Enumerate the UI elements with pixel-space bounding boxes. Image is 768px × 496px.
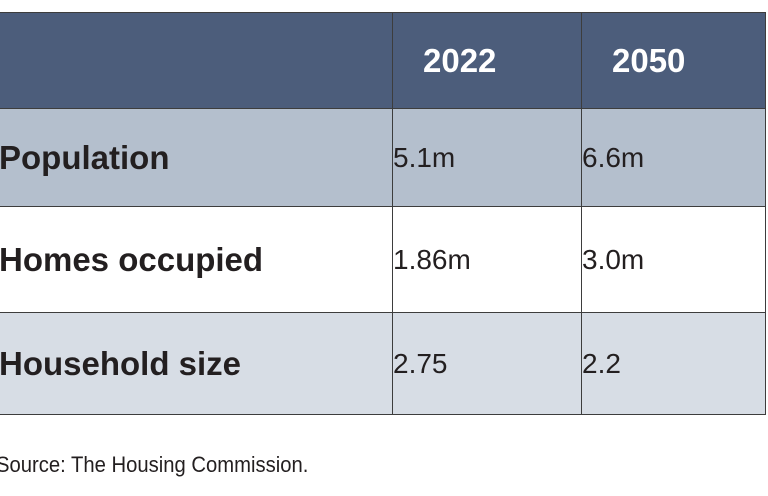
table-header-row: 2022 2050 [0, 12, 766, 109]
data-table: 2022 2050 Population 5.1m 6.6m Homes occ… [0, 12, 766, 415]
table-row: Population 5.1m 6.6m [0, 108, 766, 207]
value-2022: 2.75 [392, 312, 582, 415]
table-row: Household size 2.75 2.2 [0, 312, 766, 415]
value-2050: 2.2 [581, 312, 766, 415]
row-label: Population [0, 108, 393, 207]
header-cell-2022: 2022 [392, 12, 582, 109]
value-2022: 1.86m [392, 206, 582, 313]
value-2050: 6.6m [581, 108, 766, 207]
value-2022: 5.1m [392, 108, 582, 207]
row-label: Homes occupied [0, 206, 393, 313]
header-cell-2050: 2050 [581, 12, 766, 109]
table-row: Homes occupied 1.86m 3.0m [0, 206, 766, 313]
header-cell-empty [0, 12, 393, 109]
value-2050: 3.0m [581, 206, 766, 313]
source-note: Source: The Housing Commission. [0, 452, 309, 477]
row-label: Household size [0, 312, 393, 415]
